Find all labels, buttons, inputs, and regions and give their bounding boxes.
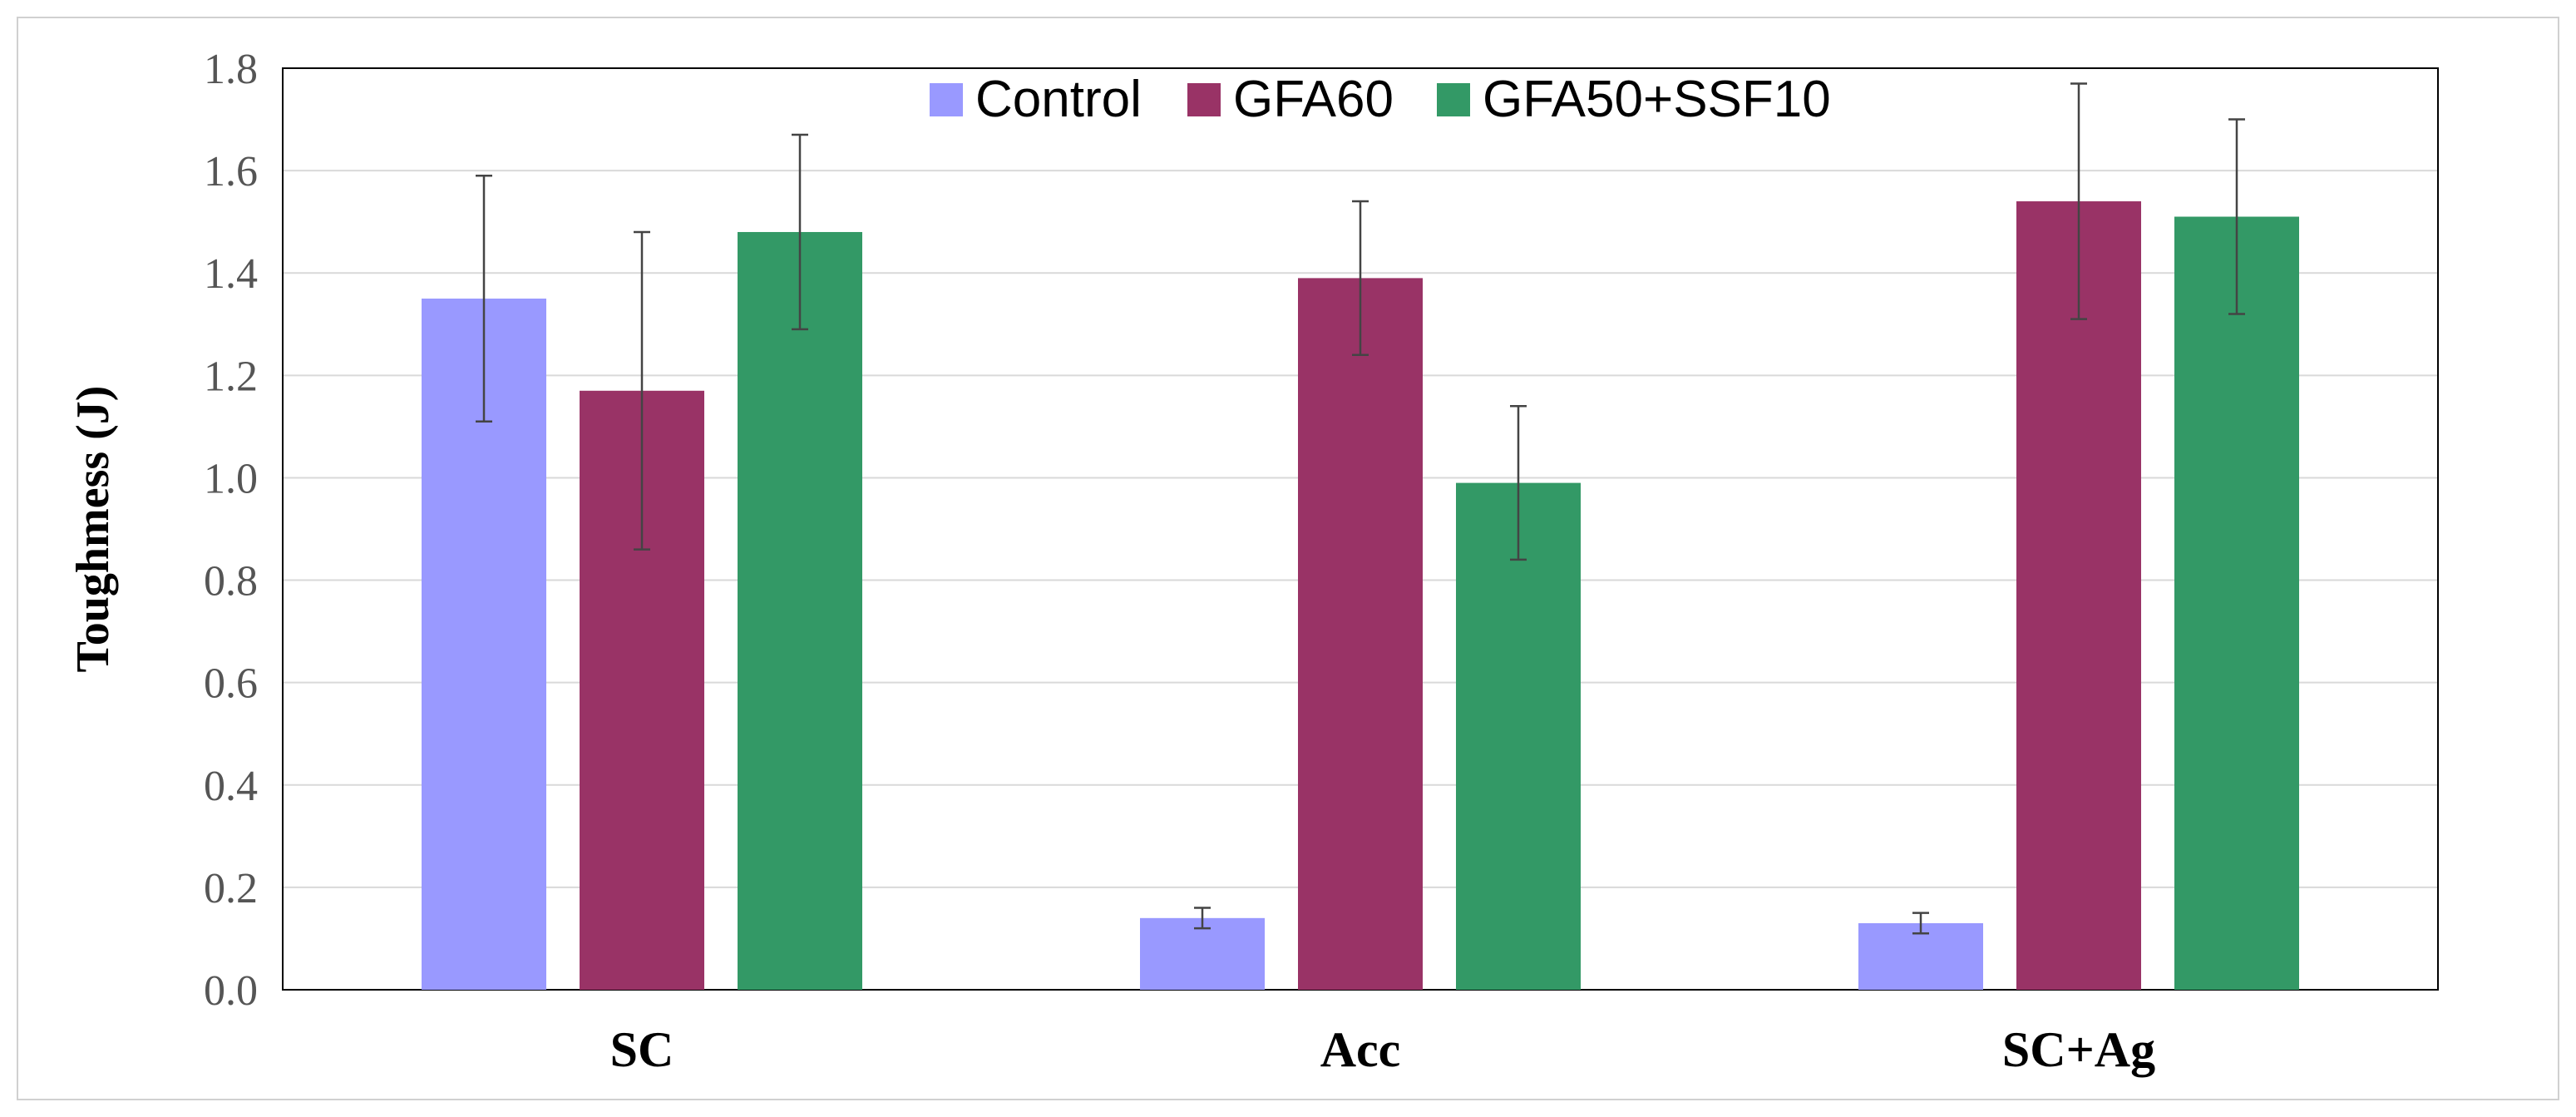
- y-tick-label: 1.8: [204, 46, 258, 93]
- legend-label: Control: [975, 71, 1142, 128]
- x-axis-categories: SC Acc SC+Ag: [610, 1022, 2155, 1077]
- bar-gfa50-ssf10: [738, 231, 862, 990]
- bars: [422, 201, 2299, 991]
- legend-label: GFA50+SSF10: [1483, 71, 1831, 128]
- y-tick-label: 1.2: [204, 353, 258, 400]
- x-category-label: Acc: [1320, 1022, 1401, 1077]
- x-category-label: SC: [610, 1022, 674, 1077]
- legend-label: GFA60: [1233, 71, 1394, 128]
- y-tick-label: 1.4: [204, 250, 258, 298]
- legend-swatch: [1187, 83, 1221, 116]
- x-category-label: SC+Ag: [2002, 1022, 2155, 1077]
- y-tick-label: 0.2: [204, 865, 258, 912]
- y-tick-label: 1.6: [204, 148, 258, 195]
- bar-gfa60: [1298, 278, 1423, 990]
- y-tick-label: 0.4: [204, 763, 258, 810]
- y-tick-label: 0.0: [204, 967, 258, 1015]
- y-axis-ticks: 0.0 0.2 0.4 0.6 0.8 1.0 1.2 1.4 1.6 1.8: [204, 46, 258, 1015]
- legend: Control GFA60 GFA50+SSF10: [930, 71, 1831, 128]
- bar-gfa50-ssf10: [2174, 216, 2299, 990]
- bar-control: [1140, 917, 1265, 990]
- y-tick-label: 0.8: [204, 558, 258, 605]
- bar-gfa60: [2016, 201, 2141, 991]
- legend-swatch: [1437, 83, 1470, 116]
- legend-swatch: [930, 83, 963, 116]
- bar-gfa50-ssf10: [1456, 482, 1581, 990]
- error-bars: [476, 82, 2245, 935]
- y-tick-label: 1.0: [204, 455, 258, 502]
- y-tick-label: 0.6: [204, 660, 258, 708]
- y-axis-label: Toughmess (J): [67, 386, 119, 673]
